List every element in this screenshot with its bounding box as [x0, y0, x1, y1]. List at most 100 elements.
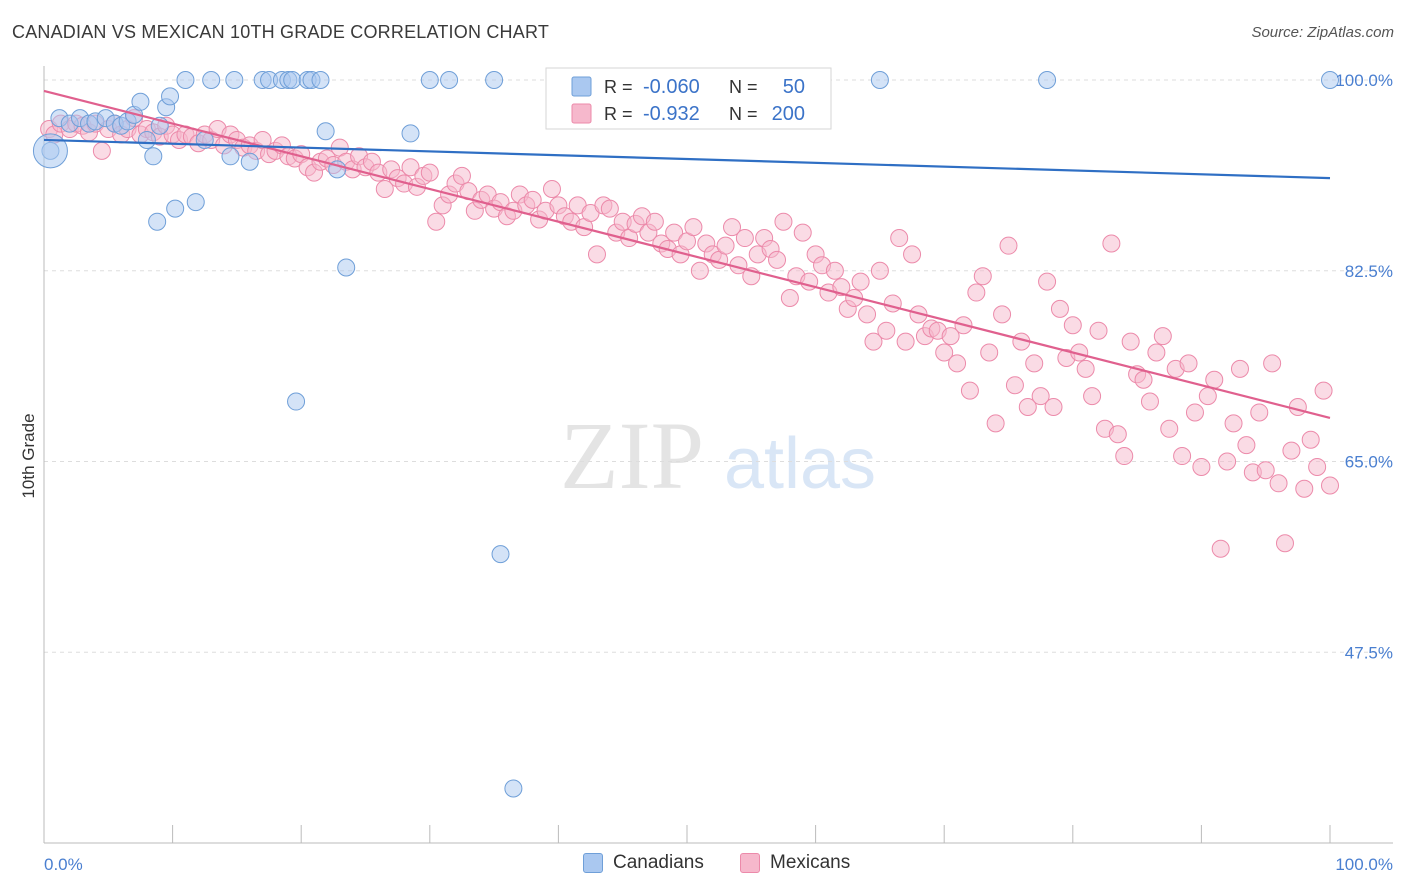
legend-r-value-canadians: -0.060	[643, 76, 700, 98]
canadians-point	[485, 71, 504, 89]
canadians-point	[240, 152, 259, 171]
mexicans-point	[774, 212, 793, 231]
mexicans-point	[890, 229, 909, 248]
mexicans-point	[1256, 461, 1275, 480]
mexicans-point	[780, 289, 799, 307]
watermark-atlas: atlas	[724, 424, 876, 504]
watermark-zip: ZIP	[560, 402, 704, 509]
legend-item-mexicans[interactable]: Mexicans	[740, 852, 850, 874]
mexicans-point	[375, 180, 394, 198]
canadians-point	[202, 71, 221, 89]
mexicans-point	[1314, 381, 1333, 400]
canadians-point	[440, 71, 459, 89]
mexicans-point	[980, 343, 999, 362]
mexicans-point	[1018, 398, 1037, 416]
canadians-point	[144, 147, 163, 166]
mexicans-point	[877, 321, 896, 340]
mexicans-point	[645, 212, 664, 231]
y-tick-label: 47.5%	[1345, 643, 1393, 662]
canadians-point	[137, 130, 156, 149]
mexicans-point	[690, 261, 709, 280]
mexicans-point	[723, 218, 742, 237]
mexicans-point	[1147, 343, 1166, 362]
mexicans-point	[1237, 436, 1256, 455]
mexicans-point	[883, 294, 902, 313]
mexicans-point	[1160, 419, 1179, 438]
y-tick-label: 82.5%	[1345, 262, 1393, 281]
legend-n-value-canadians: 50	[783, 76, 805, 98]
mexicans-point	[1025, 354, 1044, 373]
canadians-point	[148, 212, 167, 231]
mexicans-point	[523, 190, 542, 209]
legend-item-canadians[interactable]: Canadians	[583, 852, 704, 874]
canadians-point	[225, 71, 244, 89]
trend-lines	[43, 89, 1331, 419]
mexicans-point	[960, 381, 979, 400]
mexicans-point	[1031, 387, 1050, 406]
mexicans-point	[587, 245, 606, 264]
mexicans-point	[684, 218, 703, 237]
legend-label-mexicans: Mexicans	[770, 852, 851, 873]
mexicans-point	[716, 236, 735, 255]
mexicans-point	[401, 158, 420, 177]
canadians-point	[221, 147, 240, 166]
mexicans-point	[973, 267, 992, 286]
canadians-point	[311, 71, 330, 89]
mexicans-point	[1173, 447, 1192, 466]
mexicans-point	[1269, 474, 1288, 493]
canadians-point	[161, 87, 180, 106]
source-label: Source: ZipAtlas.com	[1251, 24, 1394, 41]
mexicans-point	[542, 180, 561, 198]
mexicans-point	[1295, 479, 1314, 498]
mexicans-point	[1083, 387, 1102, 406]
canadians-points	[32, 71, 1339, 798]
mexicans-point	[851, 272, 870, 291]
mexicans-point	[1140, 392, 1159, 411]
canadians-swatch	[583, 853, 603, 873]
mexicans-point	[941, 327, 960, 346]
y-tick-label: 100.0%	[1335, 71, 1393, 90]
canadians-point	[870, 71, 889, 89]
mexicans-point	[832, 278, 851, 297]
mexicans-point	[665, 223, 684, 242]
mexicans-point	[1179, 354, 1198, 373]
mexicans-point	[999, 236, 1018, 255]
mexicans-point	[1153, 327, 1172, 346]
mexicans-point	[1211, 539, 1230, 558]
legend-n-label-canadians: N =	[729, 77, 758, 97]
y-tick-labels: 100.0% 82.5% 65.0% 47.5%	[1335, 71, 1393, 662]
mexicans-point	[1134, 370, 1153, 389]
mexicans-point	[1282, 441, 1301, 460]
mexicans-point	[1192, 457, 1211, 476]
mexicans-point	[864, 332, 883, 351]
mexicans-point	[1115, 447, 1134, 466]
mexicans-point	[1321, 476, 1339, 495]
mexicans-point	[870, 261, 889, 280]
mexicans-point	[1063, 316, 1082, 335]
canadians-point	[420, 71, 439, 89]
mexicans-point	[1205, 370, 1224, 389]
mexicans-point	[1108, 425, 1127, 444]
mexicans-trend-line	[43, 89, 1331, 419]
legend-r-label-mexicans: R =	[604, 104, 633, 124]
mexicans-point	[1263, 354, 1282, 373]
canadians-point	[283, 71, 302, 89]
canadians-point	[504, 779, 523, 798]
canadians-point	[316, 122, 335, 141]
canadians-trend-line	[43, 138, 1331, 180]
mexicans-point	[1005, 376, 1024, 395]
canadians-point	[401, 124, 420, 143]
mexicans-point	[1288, 398, 1307, 416]
canadians-point	[337, 258, 356, 277]
mexicans-point	[600, 199, 619, 218]
mexicans-point	[427, 212, 446, 231]
correlation-legend: R = -0.060 N = 50 R = -0.932 N = 200	[545, 67, 832, 130]
mexicans-point	[1044, 398, 1063, 416]
mexicans-point	[793, 223, 812, 242]
mexicans-point	[735, 229, 754, 248]
mexicans-point	[896, 332, 915, 351]
mexicans-point	[967, 283, 986, 302]
mexicans-point	[1038, 272, 1057, 291]
mexicans-point	[768, 250, 787, 269]
